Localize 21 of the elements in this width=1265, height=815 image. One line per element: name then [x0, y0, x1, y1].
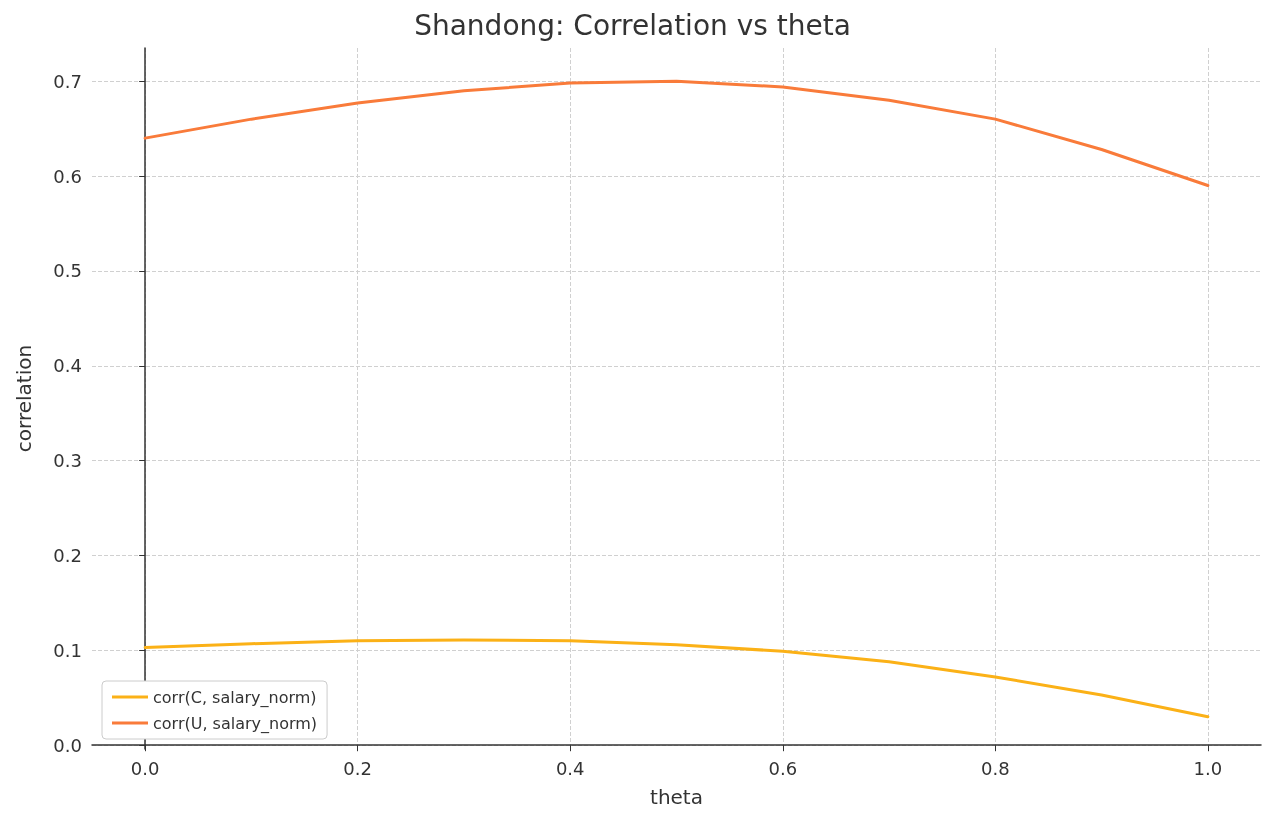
y-tick-label: 0.1 — [53, 639, 82, 661]
legend-label: corr(U, salary_norm) — [153, 713, 318, 734]
x-tick-label: 1.0 — [1193, 757, 1223, 779]
y-tick-label: 0.5 — [53, 260, 82, 282]
x-axis-title: theta — [650, 785, 703, 809]
x-tick-label: 0.4 — [555, 757, 585, 779]
x-tick-label: 0.6 — [768, 757, 798, 779]
line-series — [143, 638, 1210, 719]
x-tick-label: 0.8 — [981, 757, 1010, 779]
chart-title: Shandong: Correlation vs theta — [414, 8, 851, 42]
y-tick-label: 0.3 — [53, 450, 82, 472]
y-axis-title: correlation — [12, 344, 36, 453]
legend-label: corr(C, salary_norm) — [153, 687, 317, 708]
y-tick-label: 0.2 — [53, 544, 82, 566]
x-tick-label: 0.0 — [130, 757, 160, 779]
y-tick-label: 0.6 — [53, 165, 82, 187]
line-series — [143, 79, 1210, 188]
x-tick-label: 0.2 — [343, 757, 372, 779]
y-tick-label: 0.0 — [53, 734, 82, 756]
y-tick-label: 0.4 — [53, 355, 82, 377]
y-tick-label: 0.7 — [53, 70, 82, 92]
